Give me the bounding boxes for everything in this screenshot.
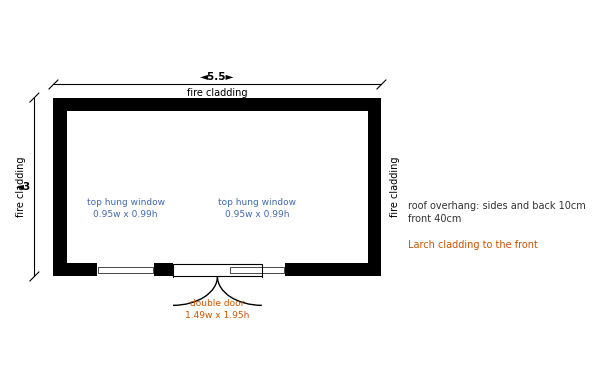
Text: top hung window
0.95w x 0.99h: top hung window 0.95w x 0.99h bbox=[87, 198, 164, 219]
Bar bbox=[53, 264, 97, 277]
Bar bbox=[228, 264, 285, 277]
Bar bbox=[53, 98, 381, 277]
Bar bbox=[229, 267, 284, 273]
Text: ◄3: ◄3 bbox=[16, 182, 31, 192]
Bar bbox=[173, 264, 262, 277]
Text: fire cladding: fire cladding bbox=[16, 157, 26, 217]
Text: front 40cm: front 40cm bbox=[409, 214, 461, 224]
Bar bbox=[97, 264, 154, 277]
Text: roof overhang: sides and back 10cm: roof overhang: sides and back 10cm bbox=[409, 201, 586, 211]
Bar bbox=[154, 264, 173, 277]
Text: top hung window
0.95w x 0.99h: top hung window 0.95w x 0.99h bbox=[218, 198, 296, 219]
Bar bbox=[173, 264, 262, 277]
Bar bbox=[228, 264, 262, 277]
Bar bbox=[285, 264, 381, 277]
Text: fire cladding: fire cladding bbox=[390, 157, 399, 217]
Bar bbox=[67, 111, 368, 264]
Bar bbox=[98, 267, 153, 273]
Text: double door
1.49w x 1.95h: double door 1.49w x 1.95h bbox=[185, 299, 249, 320]
Text: ◄5.5►: ◄5.5► bbox=[200, 72, 235, 82]
Text: fire cladding: fire cladding bbox=[187, 88, 248, 98]
Text: Larch cladding to the front: Larch cladding to the front bbox=[409, 240, 538, 250]
